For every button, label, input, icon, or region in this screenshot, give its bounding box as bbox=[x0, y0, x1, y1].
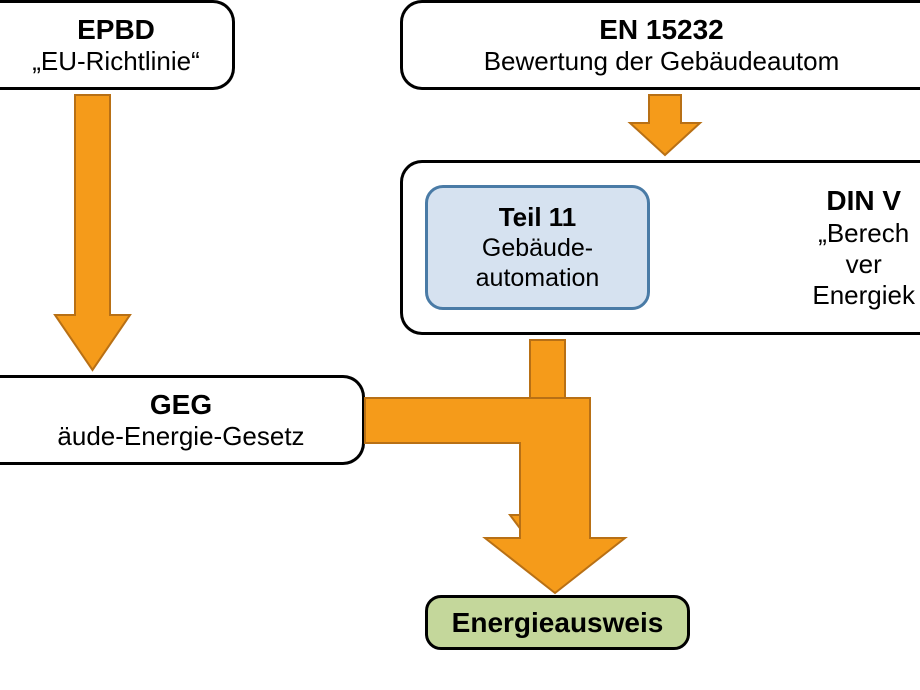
node-en15232: EN 15232 Bewertung der Gebäudeautom bbox=[400, 0, 920, 90]
arrow-en-din bbox=[630, 95, 700, 155]
arrow-geg-energieausweis bbox=[365, 398, 625, 593]
en15232-subtitle: Bewertung der Gebäudeautom bbox=[484, 46, 840, 77]
en15232-title: EN 15232 bbox=[599, 13, 724, 47]
arrow-epbd-geg bbox=[55, 95, 130, 370]
node-geg: GEG äude-Energie-Gesetz bbox=[0, 375, 365, 465]
dinv-title: DIN V bbox=[812, 184, 915, 218]
dinv-sub-2: Energiek bbox=[812, 280, 915, 311]
geg-title: GEG bbox=[150, 388, 212, 422]
epbd-title: EPBD bbox=[77, 13, 155, 47]
node-teil11: Teil 11 Gebäude- automation bbox=[425, 185, 650, 310]
geg-subtitle: äude-Energie-Gesetz bbox=[57, 421, 304, 452]
teil11-sub-0: Gebäude- bbox=[482, 233, 593, 263]
epbd-subtitle: „EU-Richtlinie“ bbox=[32, 46, 200, 77]
energieausweis-label: Energieausweis bbox=[452, 607, 664, 639]
teil11-title: Teil 11 bbox=[499, 202, 577, 233]
node-energieausweis: Energieausweis bbox=[425, 595, 690, 650]
dinv-sub-1: ver bbox=[812, 249, 915, 280]
node-epbd: EPBD „EU-Richtlinie“ bbox=[0, 0, 235, 90]
teil11-sub-1: automation bbox=[476, 263, 600, 293]
dinv-sub-0: „Berech bbox=[812, 218, 915, 249]
